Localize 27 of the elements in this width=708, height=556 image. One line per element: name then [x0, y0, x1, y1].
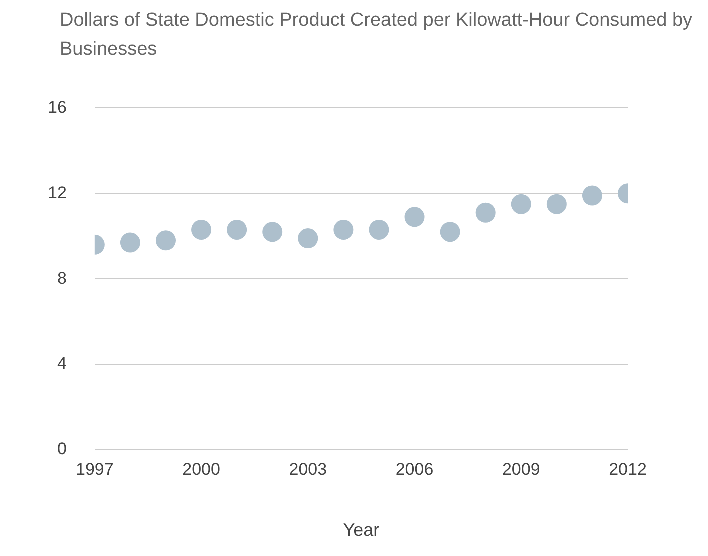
x-tick-label: 2012: [609, 460, 647, 479]
chart-title: Dollars of State Domestic Product Created per Kilowatt-Hour Consumed by Businesses: [60, 9, 694, 62]
point: [440, 222, 460, 242]
point: [120, 232, 140, 253]
point: [404, 207, 425, 228]
point: [334, 220, 354, 240]
point: [298, 228, 318, 249]
x-tick-label: 2000: [182, 460, 220, 479]
point: [582, 186, 602, 206]
x-axis-title: Year: [343, 520, 380, 540]
point: [546, 194, 567, 214]
point: [192, 220, 212, 240]
x-tick-label: 2006: [396, 460, 434, 479]
point: [476, 202, 496, 223]
x-tick-label: 1997: [76, 460, 114, 479]
point: [511, 194, 532, 214]
point: [262, 222, 283, 242]
x-tick-label: 2003: [289, 460, 328, 479]
y-tick-label: 4: [57, 354, 67, 374]
point: [227, 220, 248, 240]
y-tick-label: 12: [48, 183, 67, 202]
point: [369, 220, 390, 240]
y-tick-label: 8: [57, 268, 67, 288]
y-tick-label: 0: [57, 440, 67, 459]
y-tick-label: 16: [48, 98, 67, 117]
point: [156, 230, 176, 251]
x-tick-label: 2009: [502, 460, 540, 479]
